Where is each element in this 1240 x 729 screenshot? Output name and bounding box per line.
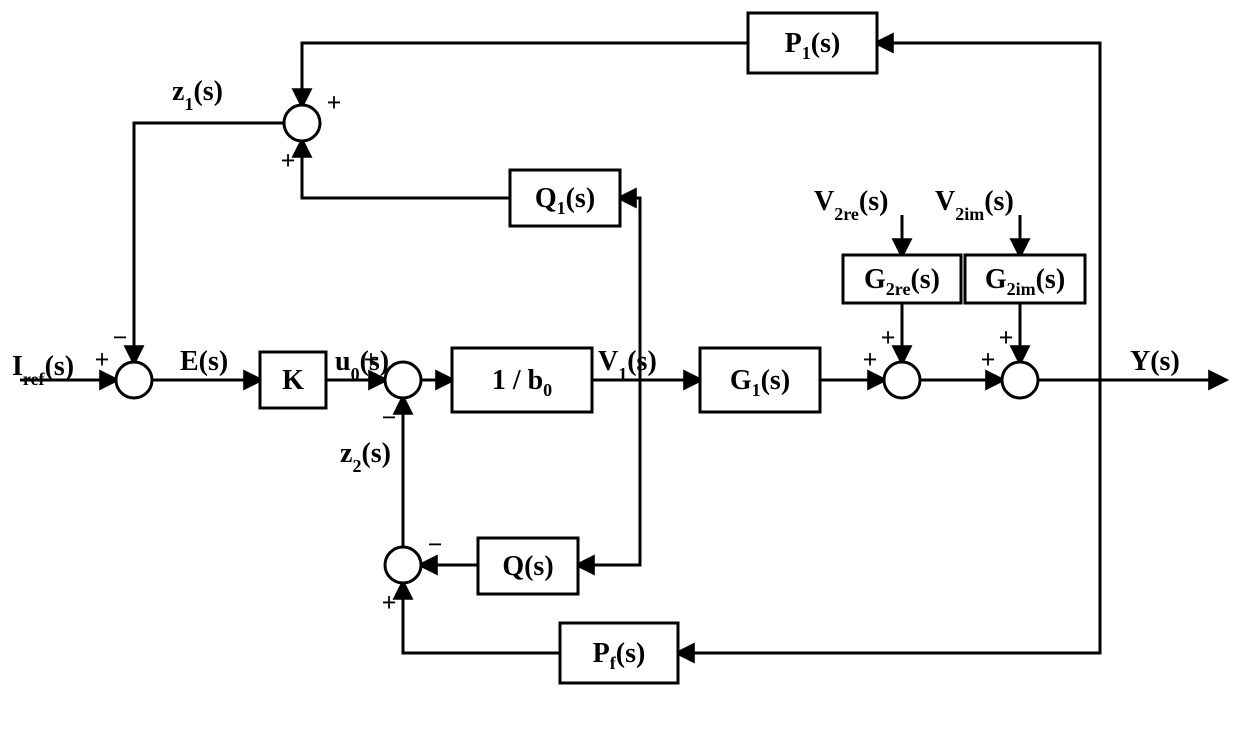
sum-s5-sign-left: +: [863, 345, 878, 374]
block-G1: G1(s): [700, 348, 820, 412]
block-text: G1(s): [730, 365, 790, 401]
sum-s3: [284, 105, 320, 141]
block-Pf: Pf(s): [560, 623, 678, 683]
wire-Q1-to-s3: [302, 141, 510, 198]
sum-s4-sign-bottom: +: [382, 588, 397, 617]
block-text: K: [282, 365, 304, 396]
sum-s5-sign-top: +: [881, 323, 896, 352]
sum-s2-sign-bottom: −: [382, 403, 397, 432]
block-G2im: G2im(s): [965, 255, 1085, 303]
signal-E: E(s): [180, 346, 228, 377]
block-P1: P1(s): [748, 13, 877, 73]
block-text: 1 / b0: [492, 365, 552, 401]
signal-V2im: V2im(s): [935, 186, 1014, 224]
block-diagram: +−+−++−+++++ K1 / b0G1(s)Q1(s)Q(s)P1(s)P…: [0, 0, 1240, 729]
signal-V2re: V2re(s): [814, 186, 888, 224]
sum-s3-sign-right: +: [327, 88, 342, 117]
sum-s4: [385, 547, 421, 583]
sum-s3-sign-bottom: +: [281, 146, 296, 175]
block-G2re: G2re(s): [843, 255, 961, 303]
block-text: P1(s): [785, 28, 841, 64]
block-Q1: Q1(s): [510, 170, 620, 226]
block-text: Q(s): [502, 551, 553, 582]
sum-s6: [1002, 362, 1038, 398]
signal-V1: V1(s): [598, 346, 657, 384]
signal-z1: z1(s): [172, 76, 223, 114]
block-text: Pf(s): [593, 638, 646, 674]
signal-Y: Y(s): [1130, 346, 1180, 377]
sum-s4-sign-right: −: [428, 530, 443, 559]
signal-z2: z2(s): [340, 438, 391, 476]
sum-s1: [116, 362, 152, 398]
wire-P1-to-s3: [302, 43, 748, 105]
block-text: Q1(s): [535, 183, 595, 219]
signal-Iref: Iref(s): [12, 351, 74, 389]
block-Q: Q(s): [478, 538, 578, 594]
wire-y-to-Pf: [678, 380, 1100, 653]
signal-u0: u0(s): [335, 346, 389, 384]
sum-s5: [884, 362, 920, 398]
block-b0: 1 / b0: [452, 348, 592, 412]
sum-s6-sign-top: +: [999, 323, 1014, 352]
block-K: K: [260, 352, 326, 408]
sum-s1-sign-top: −: [113, 323, 128, 352]
sum-s6-sign-left: +: [981, 345, 996, 374]
sum-s2: [385, 362, 421, 398]
wire-s3-to-s1fb: [134, 123, 284, 362]
sum-s1-sign-left: +: [95, 345, 110, 374]
